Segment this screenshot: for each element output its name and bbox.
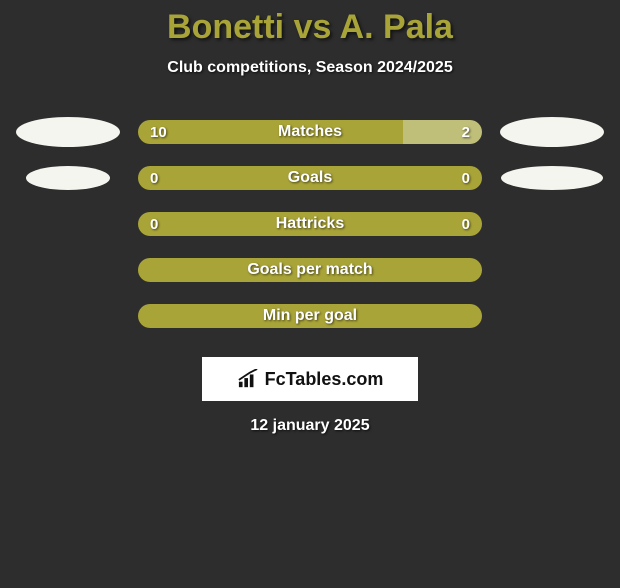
player-left-marker [16, 117, 120, 147]
stat-right-value: 0 [462, 216, 470, 233]
stat-bar-right-share [403, 120, 482, 144]
player-left-marker [26, 166, 110, 190]
stat-label: Goals [138, 169, 482, 187]
stat-bar-left-share [138, 120, 403, 144]
bar-chart-icon [237, 369, 259, 389]
stat-row: 102Matches [0, 109, 620, 155]
stat-row: Goals per match [0, 247, 620, 293]
stat-right-value: 0 [462, 170, 470, 187]
stat-row: Min per goal [0, 293, 620, 339]
snapshot-date: 12 january 2025 [0, 417, 620, 435]
comparison-title: Bonetti vs A. Pala [0, 8, 620, 47]
comparison-subtitle: Club competitions, Season 2024/2025 [0, 59, 620, 77]
stat-row: 0 0Hattricks [0, 201, 620, 247]
stat-bar: 0 0Goals [138, 166, 482, 190]
source-logo-text: FcTables.com [265, 369, 384, 390]
player-right-marker [500, 117, 604, 147]
stat-left-value: 0 [150, 170, 158, 187]
player-right-marker [501, 166, 603, 190]
stat-label: Goals per match [138, 261, 482, 279]
stat-bar: Goals per match [138, 258, 482, 282]
stat-label: Hattricks [138, 215, 482, 233]
stat-rows: 102Matches00Goals00HattricksGoals per ma… [0, 109, 620, 339]
source-logo: FcTables.com [202, 357, 418, 401]
stat-bar: 102Matches [138, 120, 482, 144]
stat-row: 0 0Goals [0, 155, 620, 201]
stat-bar: Min per goal [138, 304, 482, 328]
stat-label: Min per goal [138, 307, 482, 325]
stat-bar: 0 0Hattricks [138, 212, 482, 236]
stat-left-value: 0 [150, 216, 158, 233]
